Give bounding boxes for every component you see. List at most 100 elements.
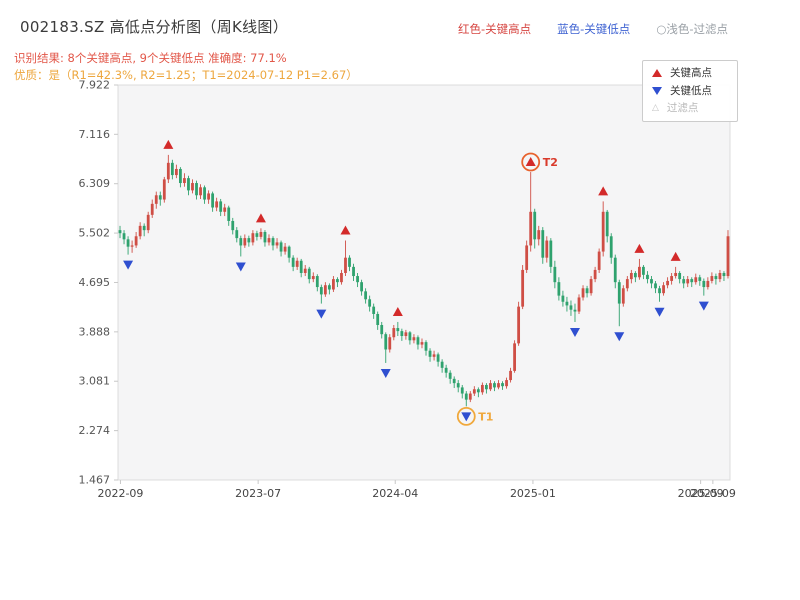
candle (380, 321, 384, 339)
candle (271, 236, 275, 251)
candle-body (223, 207, 227, 212)
candle-body (493, 383, 496, 388)
candle (581, 285, 585, 301)
candle (694, 273, 698, 285)
candle-body (215, 201, 219, 208)
x-axis-label: 2023-07 (235, 487, 281, 500)
candle-body (243, 238, 247, 246)
candle-body (718, 272, 722, 280)
candle (207, 190, 210, 204)
t1-ring (456, 406, 476, 426)
key-low-marker (316, 309, 327, 319)
candle-body (432, 354, 436, 357)
candle (436, 352, 440, 367)
candle-body (533, 211, 537, 240)
candle-body (183, 178, 186, 184)
candle-body (710, 276, 714, 281)
header-legend-key-low: 蓝色-关键低点 (557, 22, 631, 36)
candle (235, 227, 239, 243)
candle (710, 272, 714, 284)
candle (613, 254, 617, 289)
candle-body (621, 288, 625, 304)
key-low-marker (380, 368, 391, 378)
candle (646, 271, 649, 284)
candle (476, 387, 480, 398)
legend-key-low-label: 关键低点 (670, 84, 712, 97)
candle-body (348, 257, 351, 267)
candle-body (722, 272, 726, 277)
candle-body (537, 230, 541, 240)
candle-body (625, 279, 629, 289)
candle (166, 154, 170, 184)
candle (154, 191, 158, 209)
candle-body (332, 279, 335, 290)
candle (448, 370, 452, 384)
candle (187, 175, 190, 196)
candle (247, 235, 251, 247)
candle (617, 279, 621, 327)
candle-body (146, 214, 150, 231)
candle-body (440, 361, 444, 368)
chart-title: 002183.SZ 高低点分析图（周K线图） (20, 18, 289, 36)
candle-body (303, 268, 307, 273)
candle (283, 243, 287, 255)
candle (629, 269, 633, 284)
recognition-result-line: 识别结果: 8个关键高点, 9个关键低点 准确度: 77.1% (14, 51, 287, 65)
candle (352, 263, 355, 281)
candle (674, 266, 678, 279)
candle-body (501, 383, 504, 387)
candle-body (263, 231, 267, 243)
candle (219, 198, 223, 217)
candle-body (557, 282, 561, 296)
candle (513, 340, 516, 373)
candle (460, 384, 464, 399)
y-axis-label: 6.309 (79, 177, 111, 190)
candle-body (428, 350, 432, 357)
candle-body (525, 245, 529, 270)
candle (287, 245, 291, 263)
candle-body (235, 230, 239, 239)
t1-label: T1 (478, 410, 493, 423)
candle-body (585, 288, 589, 294)
candle-body (505, 380, 508, 387)
candle-body (364, 291, 368, 300)
candle-body (323, 285, 327, 295)
candle (195, 180, 198, 200)
candle-body (436, 354, 440, 362)
candle-body (203, 187, 206, 200)
key-high-marker (392, 306, 403, 316)
triangle-outline-icon: △ (652, 102, 659, 113)
candle-body (162, 179, 166, 200)
candle-body (460, 387, 464, 394)
candle-body (513, 343, 516, 371)
candle (231, 217, 235, 235)
candle (307, 266, 311, 284)
key-low-marker (569, 327, 580, 337)
candle (303, 265, 307, 277)
candle-body (706, 280, 710, 288)
candle (142, 223, 146, 237)
candle (521, 265, 525, 310)
candle-body (601, 211, 605, 252)
candle (263, 230, 267, 247)
candle (432, 350, 436, 361)
candle (199, 184, 202, 199)
y-axis-label: 7.922 (79, 79, 111, 92)
candle (368, 295, 372, 312)
candle-body (617, 282, 621, 304)
candle-body (569, 305, 573, 310)
candle-body (356, 276, 359, 283)
candle-body (368, 299, 372, 307)
key-high-marker (670, 251, 681, 261)
candle-body (271, 238, 275, 246)
candle-body (646, 274, 649, 280)
candle-body (485, 384, 488, 390)
candle (569, 300, 573, 316)
candle (203, 185, 206, 204)
candle-body (517, 306, 521, 344)
candle-body (553, 266, 557, 283)
candle (480, 382, 484, 395)
candle-body (166, 162, 170, 180)
candle (690, 277, 694, 288)
